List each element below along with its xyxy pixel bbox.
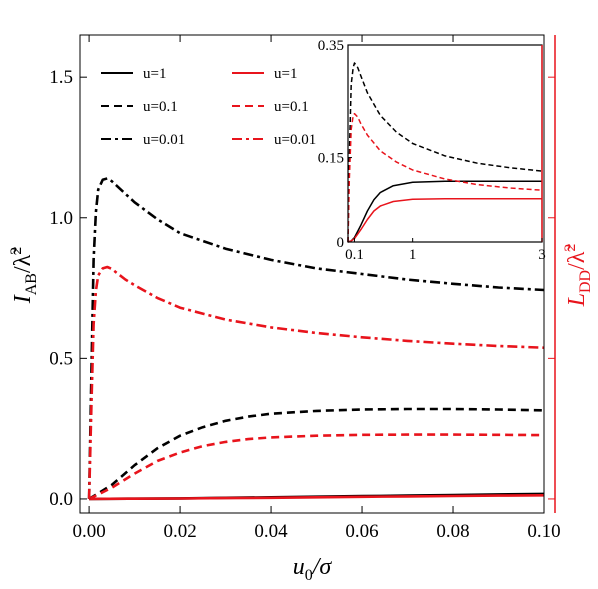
x-tick-label: 0.04 bbox=[254, 521, 288, 542]
x-tick-label: 0.10 bbox=[527, 521, 560, 542]
legend-label: u=1 bbox=[143, 66, 166, 82]
x-tick-label: 0.00 bbox=[72, 521, 105, 542]
y-axis-title-right: LDD/λ̃2 bbox=[562, 244, 594, 308]
series-line-3 bbox=[88, 433, 545, 501]
y-tick-label: 1.0 bbox=[49, 208, 73, 229]
inset-background bbox=[348, 45, 542, 242]
axis-titles: u0/σ IAB/λ̃2 LDD/λ̃2 bbox=[8, 244, 594, 584]
inset-chart: 0.1 1 3 0 0.15 0.35 bbox=[318, 38, 546, 263]
main-axis-ticks: 0.00 0.02 0.04 0.06 0.08 0.10 0.0 0.5 1.0 1.5 bbox=[49, 35, 561, 542]
series-line-5 bbox=[87, 265, 545, 499]
legend: u=1 u=0.1 u=0.01 u=1 u=0.1 u=0.01 bbox=[101, 66, 316, 148]
legend-label: u=1 bbox=[274, 66, 297, 82]
inset-series-line-3 bbox=[347, 112, 543, 243]
y-tick-label: 0.5 bbox=[49, 348, 73, 369]
inset-y-tick-label: 0 bbox=[337, 235, 345, 251]
legend-label: u=0.01 bbox=[274, 132, 316, 148]
legend-label: u=0.1 bbox=[143, 99, 178, 115]
series-line-1 bbox=[89, 494, 545, 501]
legend-label: u=0.01 bbox=[143, 132, 185, 148]
x-axis-title: u0/σ bbox=[293, 554, 333, 584]
x-tick-label: 0.06 bbox=[345, 521, 378, 542]
y-axis-title-left: IAB/λ̃2 bbox=[8, 247, 40, 305]
inset-x-tick-label: 0.1 bbox=[345, 247, 364, 263]
y-tick-label: 0.0 bbox=[49, 489, 73, 510]
main-plot-frame bbox=[79, 34, 545, 514]
inset-x-tick-label: 3 bbox=[538, 247, 546, 263]
inset-series-line-2 bbox=[347, 62, 543, 243]
main-plot-lines bbox=[87, 177, 545, 501]
series-line-2 bbox=[88, 407, 545, 501]
y-tick-label: 1.5 bbox=[49, 67, 73, 88]
inset-y-tick-label: 0.15 bbox=[318, 151, 344, 167]
x-tick-label: 0.08 bbox=[436, 521, 469, 542]
inset-y-tick-label: 0.35 bbox=[318, 38, 344, 54]
x-tick-label: 0.02 bbox=[163, 521, 196, 542]
inset-x-tick-label: 1 bbox=[409, 247, 417, 263]
legend-label: u=0.1 bbox=[274, 99, 309, 115]
inset-axis-ticks: 0.1 1 3 0 0.15 0.35 bbox=[318, 38, 546, 263]
series-line-4 bbox=[87, 177, 545, 499]
